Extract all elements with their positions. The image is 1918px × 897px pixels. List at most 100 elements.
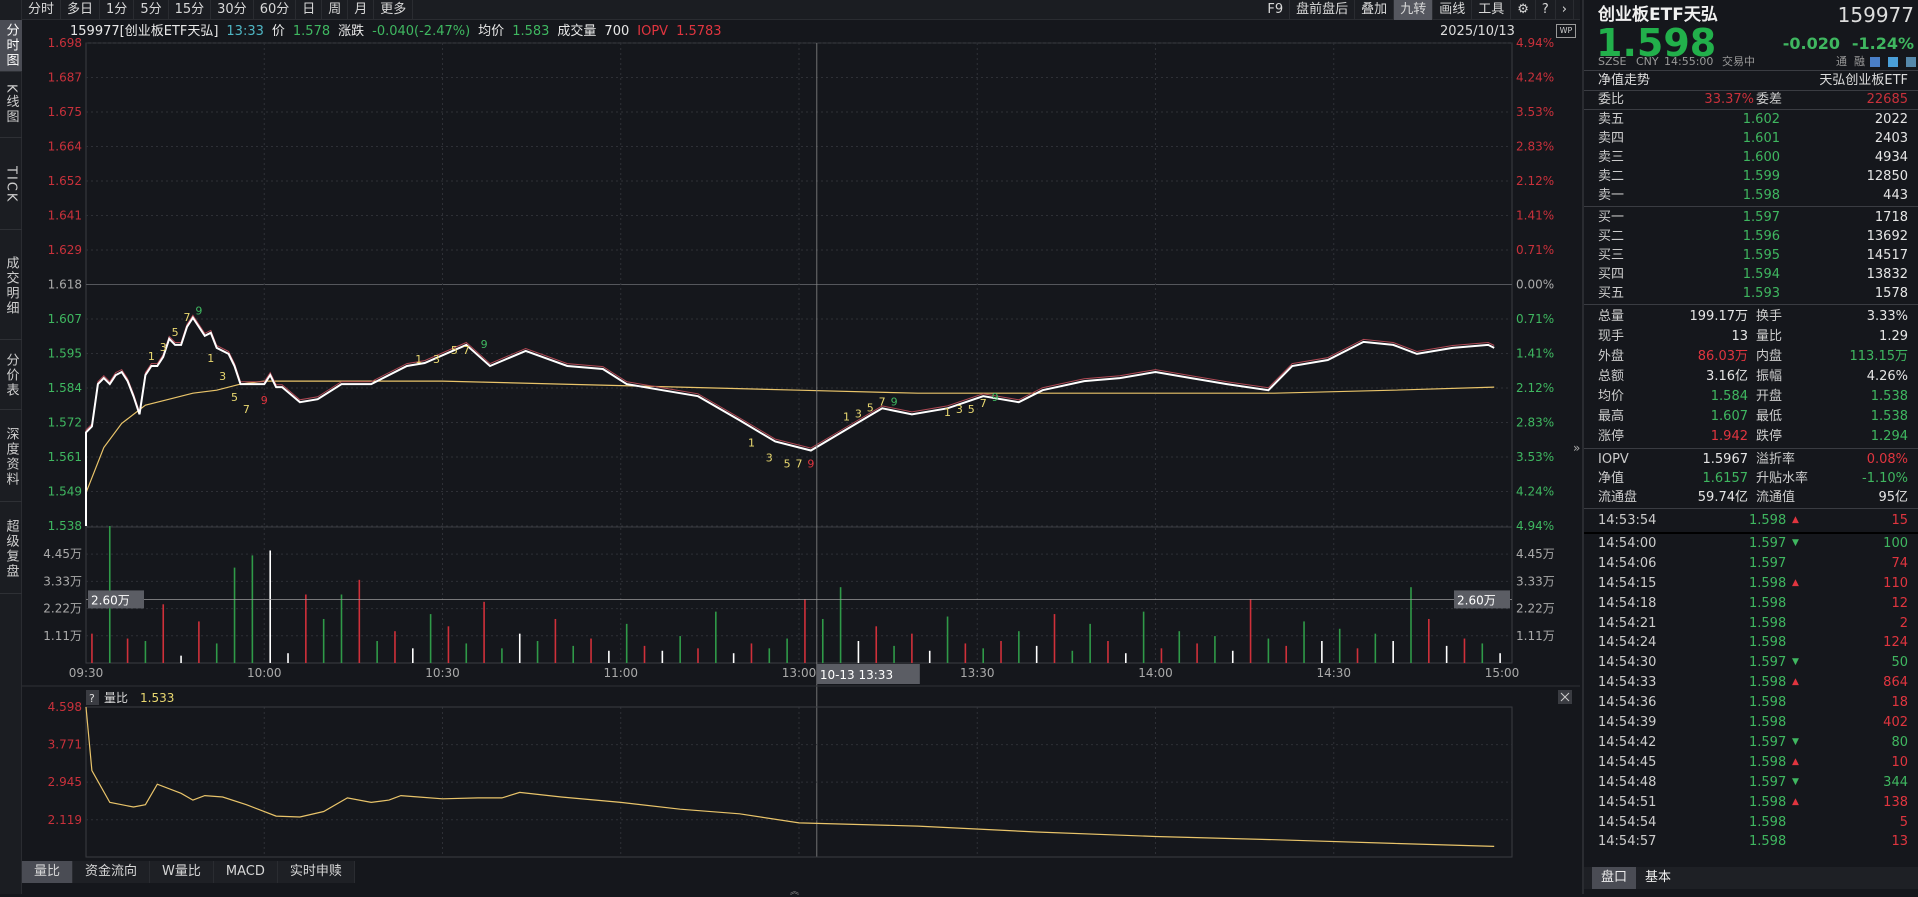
stats-row: 涨停 1.942 跌停 1.294 <box>1584 427 1918 447</box>
level-price[interactable]: 1.595 <box>1742 248 1780 263</box>
tick-price: 1.597 <box>1749 734 1787 750</box>
arrow-up-icon: ▲ <box>1792 756 1799 767</box>
stat-value: 1.607 <box>1710 409 1748 424</box>
period-tab-5[interactable]: 30分 <box>211 0 254 20</box>
period-tab-8[interactable]: 周 <box>322 0 349 20</box>
tick-volume: 13 <box>1891 834 1908 850</box>
pct-tick: 2.12% <box>1516 381 1554 395</box>
quote-tab-0[interactable]: 盘口 <box>1592 867 1636 889</box>
period-tab-1[interactable]: 多日 <box>61 0 101 20</box>
level-volume: 2403 <box>1874 131 1908 146</box>
tool-button-4[interactable]: 画线 <box>1433 0 1473 20</box>
wp-icon[interactable]: WP <box>1556 24 1576 38</box>
period-tab-2[interactable]: 1分 <box>100 0 135 20</box>
level-price[interactable]: 1.602 <box>1742 112 1780 127</box>
intraday-chart[interactable]: 1.698 4.94% 1.687 4.24% 1.675 3.53% 1.664 2.83%… <box>0 0 1580 894</box>
nine-turn-label: 7 <box>463 344 470 357</box>
tool-button-1[interactable]: 盘前盘后 <box>1290 0 1356 20</box>
indicator-tab-1[interactable]: 资金流向 <box>73 861 151 883</box>
nine-turn-label: 9 <box>891 395 898 408</box>
tag-tong: 通 <box>1836 55 1847 68</box>
tick-row: 14:54:48 1.597 ▼ 344 <box>1584 773 1918 792</box>
collapse-panel-icon[interactable]: » <box>1573 441 1581 455</box>
edit-icon[interactable] <box>1870 57 1880 67</box>
close-indicator-button[interactable] <box>1558 690 1572 704</box>
crosshair-value-box <box>88 590 144 609</box>
level-price[interactable]: 1.594 <box>1742 267 1780 282</box>
level-price[interactable]: 1.593 <box>1742 286 1780 301</box>
indicator-tab-2[interactable]: W量比 <box>150 861 214 883</box>
period-tab-7[interactable]: 日 <box>296 0 323 20</box>
time-tick: 15:00 <box>1485 666 1520 680</box>
nine-turn-label: 7 <box>184 311 191 324</box>
level-price[interactable]: 1.600 <box>1742 150 1780 165</box>
left-tab-4[interactable]: 分价表 <box>0 342 22 410</box>
asks-level: 卖一 1.598 443 <box>1584 186 1918 205</box>
help-icon[interactable] <box>86 690 99 705</box>
toolbar-right: F9 盘前盘后 叠加 九转 画线 工具 ⚙? › <box>1261 0 1574 20</box>
price-tick: 1.572 <box>48 416 82 430</box>
level-label: 卖二 <box>1598 169 1625 184</box>
asks-level: 卖四 1.601 2403 <box>1584 129 1918 148</box>
tick-time: 14:54:51 <box>1598 794 1657 810</box>
volume-label: 成交量 <box>557 24 597 39</box>
bell-icon[interactable] <box>1888 57 1898 67</box>
left-tab-1[interactable]: K线图 <box>0 72 22 138</box>
left-tab-0[interactable]: 分时图 <box>0 20 22 72</box>
quote-tab-1[interactable]: 基本 <box>1636 867 1680 889</box>
divider <box>1584 508 1918 509</box>
gear-icon[interactable]: ⚙ <box>1511 0 1536 20</box>
tool-button-2[interactable]: 叠加 <box>1355 0 1395 20</box>
order-ratio-row: 委比 33.37% 委差 22685 <box>1584 90 1918 109</box>
tool-button-5[interactable]: 工具 <box>1472 0 1512 20</box>
divider <box>1584 532 1918 534</box>
pct-tick: 4.24% <box>1516 71 1554 85</box>
level-price[interactable]: 1.599 <box>1742 169 1780 184</box>
period-tab-4[interactable]: 15分 <box>169 0 212 20</box>
nine-turn-label: 5 <box>451 344 458 357</box>
left-tab-6[interactable]: 超级复盘 <box>0 504 22 594</box>
quote-meta-row: SZSE CNY 14:55:00 交易中 通融 <box>1584 54 1918 70</box>
stat-label: 内盘 <box>1756 349 1783 364</box>
left-tab-3[interactable]: 成交明细 <box>0 232 22 340</box>
help-icon[interactable]: ? <box>1536 0 1556 20</box>
period-tab-3[interactable]: 5分 <box>134 0 169 20</box>
stat-label: 流通值 <box>1756 490 1796 505</box>
indicator-tab-0[interactable]: 量比 <box>22 861 74 883</box>
tick-price: 1.598 <box>1749 615 1787 631</box>
tick-row: 14:53:54 1.598 ▲ 15 <box>1584 511 1918 530</box>
left-tab-5[interactable]: 深度资料 <box>0 412 22 502</box>
tool-button-3[interactable]: 九转 <box>1394 0 1434 20</box>
expand-up-icon[interactable]: ︽ <box>790 887 800 897</box>
period-tab-0[interactable]: 分时 <box>22 0 62 20</box>
period-tab-10[interactable]: 更多 <box>374 0 414 20</box>
left-tab-2[interactable]: TICK <box>0 140 22 230</box>
add-icon[interactable] <box>1906 57 1916 67</box>
period-tab-9[interactable]: 月 <box>348 0 375 20</box>
nine-turn-label: 9 <box>195 305 202 318</box>
chart-date: 2025/10/13 <box>1440 24 1515 39</box>
tick-price: 1.598 <box>1749 834 1787 850</box>
level-price[interactable]: 1.598 <box>1742 188 1780 203</box>
chevron-right-icon[interactable]: › <box>1556 0 1574 20</box>
stat-value: 3.16亿 <box>1706 369 1748 384</box>
indicator-tab-4[interactable]: 实时申赎 <box>277 861 355 883</box>
level-price[interactable]: 1.596 <box>1742 229 1780 244</box>
nav-trend-link[interactable]: 净值走势 <box>1598 73 1651 88</box>
pct-tick: 0.71% <box>1516 243 1554 257</box>
indicator-tab-3[interactable]: MACD <box>213 861 278 883</box>
time-tick: 11:00 <box>603 666 638 680</box>
lower-tick: 3.771 <box>48 738 82 752</box>
price-tick: 1.675 <box>48 105 82 119</box>
nine-turn-label: 5 <box>172 326 179 339</box>
price-tick: 1.538 <box>48 519 82 533</box>
level-price[interactable]: 1.601 <box>1742 131 1780 146</box>
level-price[interactable]: 1.597 <box>1742 210 1780 225</box>
nine-turn-label: 3 <box>956 403 963 416</box>
period-tab-6[interactable]: 60分 <box>254 0 297 20</box>
tick-row: 14:54:57 1.598 13 <box>1584 832 1918 851</box>
stat-value: 1.5967 <box>1702 452 1749 467</box>
bids-level: 买四 1.594 13832 <box>1584 265 1918 284</box>
tool-button-0[interactable]: F9 <box>1261 0 1291 20</box>
stat-value: 1.29 <box>1879 329 1908 344</box>
